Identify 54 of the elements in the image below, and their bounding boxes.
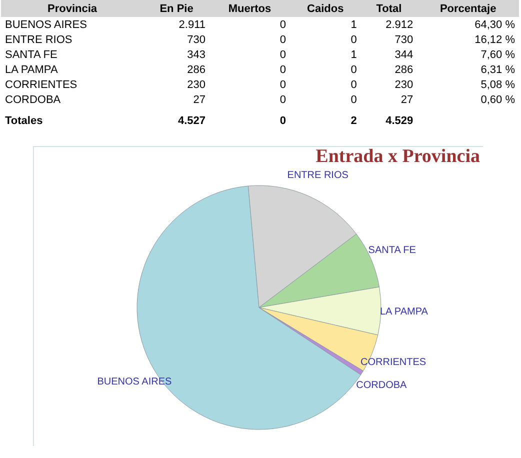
text: En Pie [144, 0, 210, 17]
text: 2.912 [384, 18, 414, 32]
text: SANTA FE [4, 48, 58, 62]
slice-label: ENTRE RIOS [287, 170, 349, 181]
text: 0 [278, 92, 287, 107]
text: 343 [186, 48, 206, 62]
text: Total [360, 0, 418, 17]
text: 16,12 % [474, 32, 516, 47]
text: 230 [394, 78, 414, 92]
text: Caidos [290, 0, 361, 17]
text: 6,31 % [480, 62, 516, 77]
text: ENTRE RIOS [4, 32, 74, 47]
text: Porcentaje [417, 0, 519, 17]
text: 27 [192, 92, 206, 107]
text: 5,08 % [480, 78, 516, 92]
text: 0 [350, 62, 358, 77]
text: 730 [394, 32, 414, 47]
text: 0 [350, 92, 358, 107]
text: LA PAMPA [4, 62, 59, 77]
text: BUENOS AIRES [4, 18, 88, 32]
text: 1 [350, 48, 358, 62]
text: Totales [4, 114, 44, 129]
slice-label: CORDOBA [356, 380, 408, 392]
slice-label: LA PAMPA [380, 306, 428, 318]
text: 286 [394, 62, 414, 77]
text: Provincia [1, 0, 144, 17]
text: 4.529 [384, 114, 414, 129]
text: 2 [350, 114, 358, 129]
text: 0 [350, 78, 358, 92]
text: 344 [394, 48, 414, 62]
slice-label: CORRIENTES [360, 357, 426, 368]
text: CORRIENTES [4, 78, 78, 92]
text: 2.911 [178, 18, 206, 32]
text: 7,60 % [480, 48, 516, 62]
text: 1 [350, 18, 358, 32]
text: 0 [350, 32, 358, 47]
text: 4.527 [176, 114, 206, 129]
text: 0,60 % [480, 92, 516, 107]
slice-label: BUENOS AIRES [97, 376, 172, 388]
chart-title: Entrada x Provincia [316, 146, 480, 167]
text: Muertos [210, 0, 290, 17]
text: 0 [278, 18, 287, 32]
text: CORDOBA [4, 92, 62, 107]
text: 286 [186, 62, 206, 77]
text: 230 [186, 78, 206, 92]
text: 0 [278, 48, 287, 62]
text: 0 [278, 62, 287, 77]
text: 0 [278, 114, 287, 129]
text: 730 [186, 32, 206, 47]
text: 0 [278, 32, 287, 47]
slice-label: SANTA FE [368, 244, 416, 256]
text: 27 [400, 92, 414, 107]
text: 0 [278, 78, 287, 92]
text: 64,30 % [474, 18, 516, 32]
